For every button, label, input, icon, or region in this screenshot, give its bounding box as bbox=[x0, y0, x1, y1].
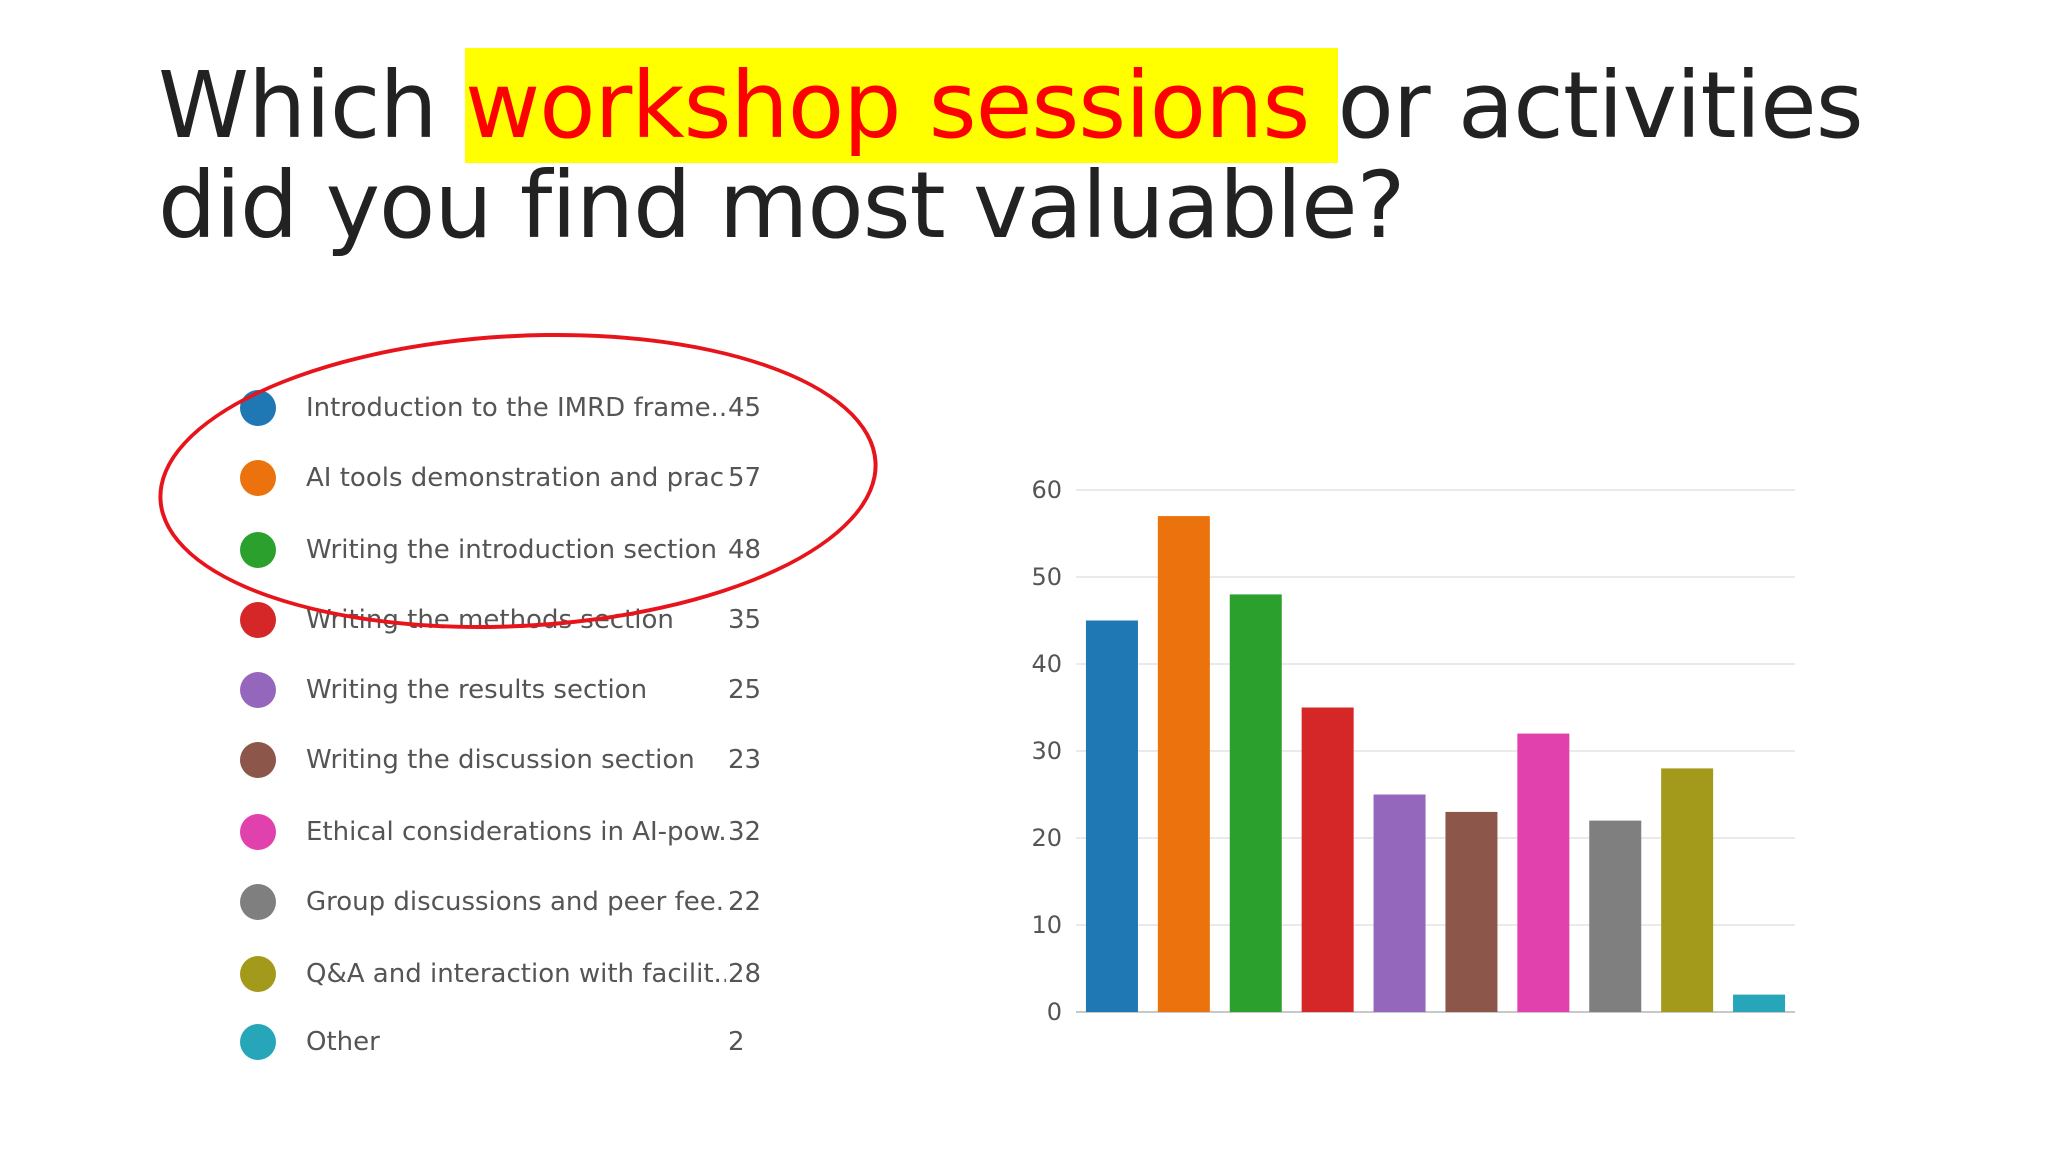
bar bbox=[1445, 811, 1498, 1012]
legend-label: AI tools demonstration and prac... bbox=[306, 463, 726, 493]
legend-swatch bbox=[240, 672, 276, 708]
y-tick-label: 60 bbox=[1031, 476, 1062, 504]
bar-chart: 0 10 20 30 40 50 60 bbox=[1031, 476, 1795, 1026]
legend-value: 32 bbox=[728, 817, 762, 847]
bar bbox=[1661, 768, 1714, 1012]
legend-swatch bbox=[240, 1024, 276, 1060]
legend-label: Writing the methods section bbox=[306, 605, 674, 635]
title-highlight: workshop sessions bbox=[464, 48, 1338, 163]
legend-swatch bbox=[240, 742, 276, 778]
legend-item: Writing the methods section 35 bbox=[240, 600, 780, 640]
slide-title: Which workshop sessions or activities di… bbox=[158, 48, 1958, 256]
bar bbox=[1589, 820, 1642, 1012]
legend-label: Writing the introduction section bbox=[306, 535, 717, 565]
bar bbox=[1301, 707, 1354, 1012]
legend-value: 48 bbox=[728, 535, 762, 565]
legend-label: Writing the results section bbox=[306, 675, 648, 705]
legend-item: Q&A and interaction with facilit... 28 bbox=[240, 954, 780, 994]
legend-item: AI tools demonstration and prac... 57 bbox=[240, 458, 780, 498]
bar bbox=[1517, 733, 1570, 1012]
title-text-before: Which bbox=[158, 52, 465, 159]
legend-swatch bbox=[240, 884, 276, 920]
legend-label: Ethical considerations in AI-pow... bbox=[306, 817, 726, 847]
legend-label: Other bbox=[306, 1027, 380, 1057]
legend-swatch bbox=[240, 956, 276, 992]
legend-swatch bbox=[240, 390, 276, 426]
legend-label: Introduction to the IMRD frame... bbox=[306, 393, 726, 423]
legend-swatch bbox=[240, 814, 276, 850]
legend-item: Group discussions and peer fee... 22 bbox=[240, 882, 780, 922]
y-tick-label: 40 bbox=[1031, 650, 1062, 678]
legend-item: Writing the introduction section 48 bbox=[240, 530, 780, 570]
annotation-ellipse bbox=[150, 315, 886, 647]
legend-swatch bbox=[240, 532, 276, 568]
legend-value: 45 bbox=[728, 393, 762, 423]
legend-value: 25 bbox=[728, 675, 762, 705]
legend-value: 57 bbox=[728, 463, 762, 493]
y-tick-label: 10 bbox=[1031, 911, 1062, 939]
legend-item: Writing the discussion section 23 bbox=[240, 740, 780, 780]
y-tick-label: 30 bbox=[1031, 737, 1062, 765]
bar bbox=[1085, 620, 1138, 1012]
legend-value: 23 bbox=[728, 745, 762, 775]
legend-item: Other 2 bbox=[240, 1022, 780, 1062]
legend-item: Introduction to the IMRD frame... 45 bbox=[240, 388, 780, 428]
bar bbox=[1373, 794, 1426, 1012]
y-tick-label: 50 bbox=[1031, 563, 1062, 591]
legend-label: Group discussions and peer fee... bbox=[306, 887, 726, 917]
legend-value: 2 bbox=[728, 1027, 745, 1057]
legend-swatch bbox=[240, 460, 276, 496]
legend-value: 35 bbox=[728, 605, 762, 635]
legend-item: Writing the results section 25 bbox=[240, 670, 780, 710]
legend-label: Writing the discussion section bbox=[306, 745, 695, 775]
legend-item: Ethical considerations in AI-pow... 32 bbox=[240, 812, 780, 852]
legend-swatch bbox=[240, 602, 276, 638]
bar bbox=[1733, 994, 1786, 1012]
bar bbox=[1157, 516, 1210, 1012]
legend-value: 28 bbox=[728, 959, 762, 989]
bar bbox=[1229, 594, 1282, 1012]
y-tick-label: 20 bbox=[1031, 824, 1062, 852]
title-text-after: or activities did you find most valuable… bbox=[158, 52, 1864, 259]
y-tick-label: 0 bbox=[1047, 998, 1062, 1026]
legend-label: Q&A and interaction with facilit... bbox=[306, 959, 726, 989]
legend-value: 22 bbox=[728, 887, 762, 917]
